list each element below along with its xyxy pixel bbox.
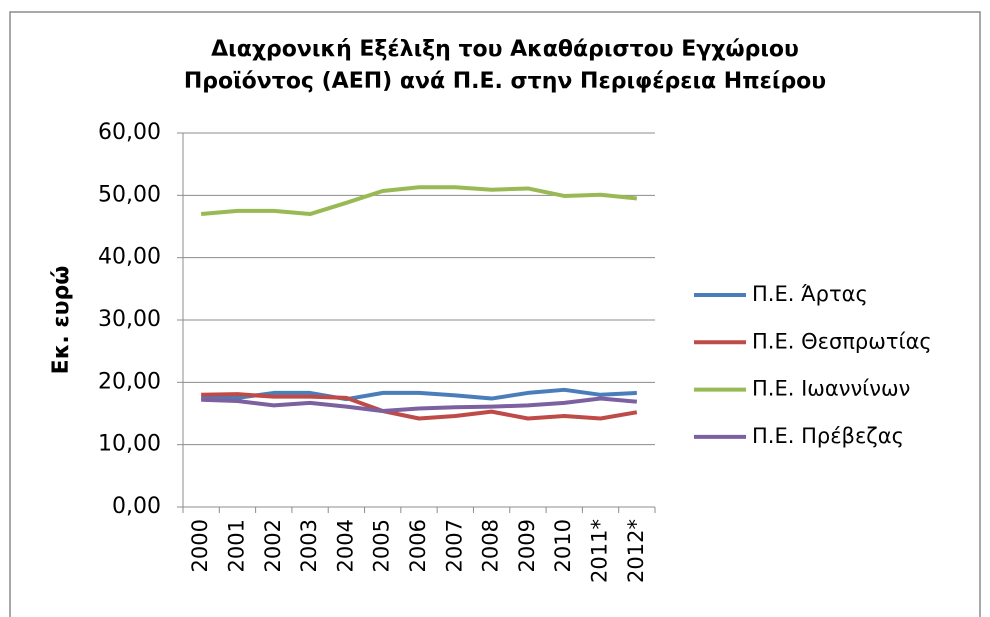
line-series [201,396,638,414]
y-tick-label: 40,00 [98,245,161,270]
legend-label: Π.Ε. Ιωαννίνων [752,377,910,401]
y-tick-label: 60,00 [98,120,161,145]
x-tick-label: 2008 [479,519,503,572]
x-tick-label: 2006 [406,519,430,572]
x-tick-label: 2012* [624,519,648,583]
chart-border [9,11,981,617]
x-tick-label: 2005 [370,519,394,572]
line-series [201,392,638,421]
x-tick-label: 2001 [224,519,248,572]
legend-label: Π.Ε. Θεσπρωτίας [752,329,932,353]
legend-label: Π.Ε. Άρτας [752,282,868,306]
x-tick-label: 2003 [297,519,321,572]
y-tick-label: 0,00 [112,494,161,519]
line-series [200,185,638,217]
y-tick-label: 30,00 [98,307,161,332]
x-tick-label: 2010 [551,519,575,572]
x-tick-label: 2002 [261,519,285,572]
y-tick-label: 50,00 [98,182,161,207]
line-series [201,387,637,402]
x-tick-label: 2009 [515,519,539,572]
x-tick-label: 2000 [188,519,212,572]
x-tick-label: 2004 [333,519,357,572]
chart-title: Διαχρονική Εξέλιξη του Ακαθάριστου Εγχώρ… [183,37,827,94]
y-axis-label: Εκ. ευρώ [49,266,74,375]
y-tick-label: 20,00 [98,369,161,394]
legend-label: Π.Ε. Πρέβεζας [752,424,904,448]
x-tick-label: 2007 [442,519,466,572]
x-tick-label: 2011* [588,519,612,583]
y-tick-label: 10,00 [98,432,161,457]
